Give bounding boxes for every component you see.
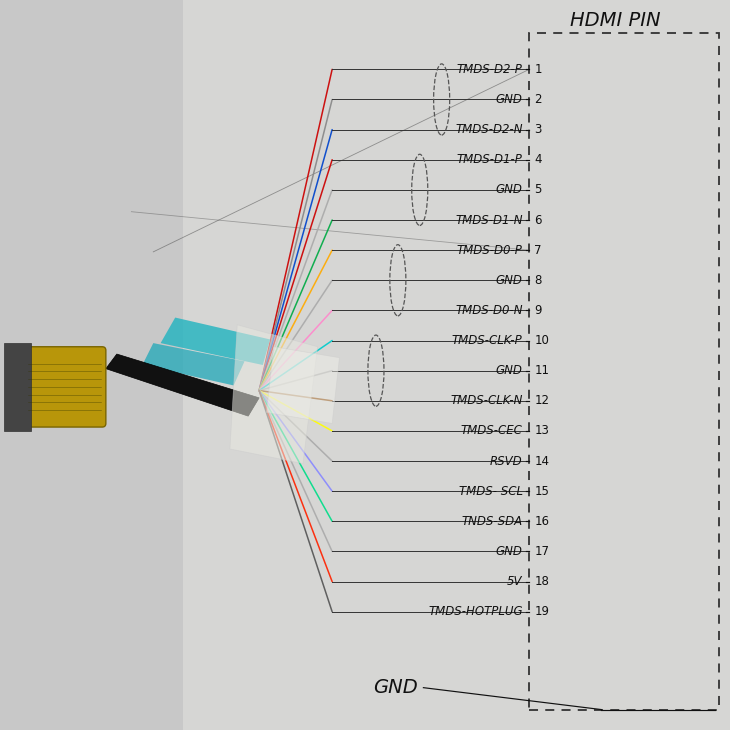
Text: GND: GND bbox=[496, 183, 523, 196]
Text: TMDS-D1-N: TMDS-D1-N bbox=[456, 213, 523, 226]
Polygon shape bbox=[106, 354, 259, 416]
Polygon shape bbox=[230, 325, 318, 464]
Text: GND: GND bbox=[496, 93, 523, 106]
Text: TMDS- SCL: TMDS- SCL bbox=[458, 485, 523, 498]
Text: 5V: 5V bbox=[507, 575, 523, 588]
Polygon shape bbox=[266, 347, 339, 423]
Text: 8: 8 bbox=[534, 274, 542, 287]
Text: TMDS-D2-N: TMDS-D2-N bbox=[456, 123, 523, 136]
Text: 4: 4 bbox=[534, 153, 542, 166]
Text: TNDS-SDA: TNDS-SDA bbox=[461, 515, 523, 528]
Text: 16: 16 bbox=[534, 515, 550, 528]
Text: 19: 19 bbox=[534, 605, 550, 618]
Text: TMDS-HOTPLUG: TMDS-HOTPLUG bbox=[428, 605, 523, 618]
Text: GND: GND bbox=[496, 274, 523, 287]
Text: HDMI PIN: HDMI PIN bbox=[570, 11, 661, 30]
Text: 13: 13 bbox=[534, 424, 549, 437]
Text: 12: 12 bbox=[534, 394, 550, 407]
Text: RSVD: RSVD bbox=[490, 455, 523, 468]
Text: 15: 15 bbox=[534, 485, 549, 498]
Text: 14: 14 bbox=[534, 455, 550, 468]
Text: TMDS-CEC: TMDS-CEC bbox=[461, 424, 523, 437]
Bar bbox=[4, 343, 31, 431]
Text: TMDS-CLK-N: TMDS-CLK-N bbox=[450, 394, 523, 407]
Text: GND: GND bbox=[373, 678, 418, 697]
Text: GND: GND bbox=[496, 545, 523, 558]
Text: TMDS-CLK-P: TMDS-CLK-P bbox=[452, 334, 523, 347]
Text: 18: 18 bbox=[534, 575, 549, 588]
Text: TMDS-D0-N: TMDS-D0-N bbox=[456, 304, 523, 317]
Text: TMDS-D1-P: TMDS-D1-P bbox=[457, 153, 523, 166]
Text: GND: GND bbox=[496, 364, 523, 377]
Text: 17: 17 bbox=[534, 545, 550, 558]
Polygon shape bbox=[142, 343, 245, 385]
Text: 6: 6 bbox=[534, 213, 542, 226]
Text: 1: 1 bbox=[534, 63, 542, 76]
Text: 3: 3 bbox=[534, 123, 542, 136]
Text: 7: 7 bbox=[534, 244, 542, 257]
Text: TMDS-D0-P: TMDS-D0-P bbox=[457, 244, 523, 257]
Text: 2: 2 bbox=[534, 93, 542, 106]
Text: TMDS-D2-P: TMDS-D2-P bbox=[457, 63, 523, 76]
Bar bbox=[182, 0, 730, 730]
Text: 5: 5 bbox=[534, 183, 542, 196]
Polygon shape bbox=[161, 318, 270, 365]
Text: 10: 10 bbox=[534, 334, 549, 347]
FancyBboxPatch shape bbox=[22, 347, 106, 427]
Text: 11: 11 bbox=[534, 364, 550, 377]
Bar bbox=[529, 33, 719, 710]
Text: 9: 9 bbox=[534, 304, 542, 317]
